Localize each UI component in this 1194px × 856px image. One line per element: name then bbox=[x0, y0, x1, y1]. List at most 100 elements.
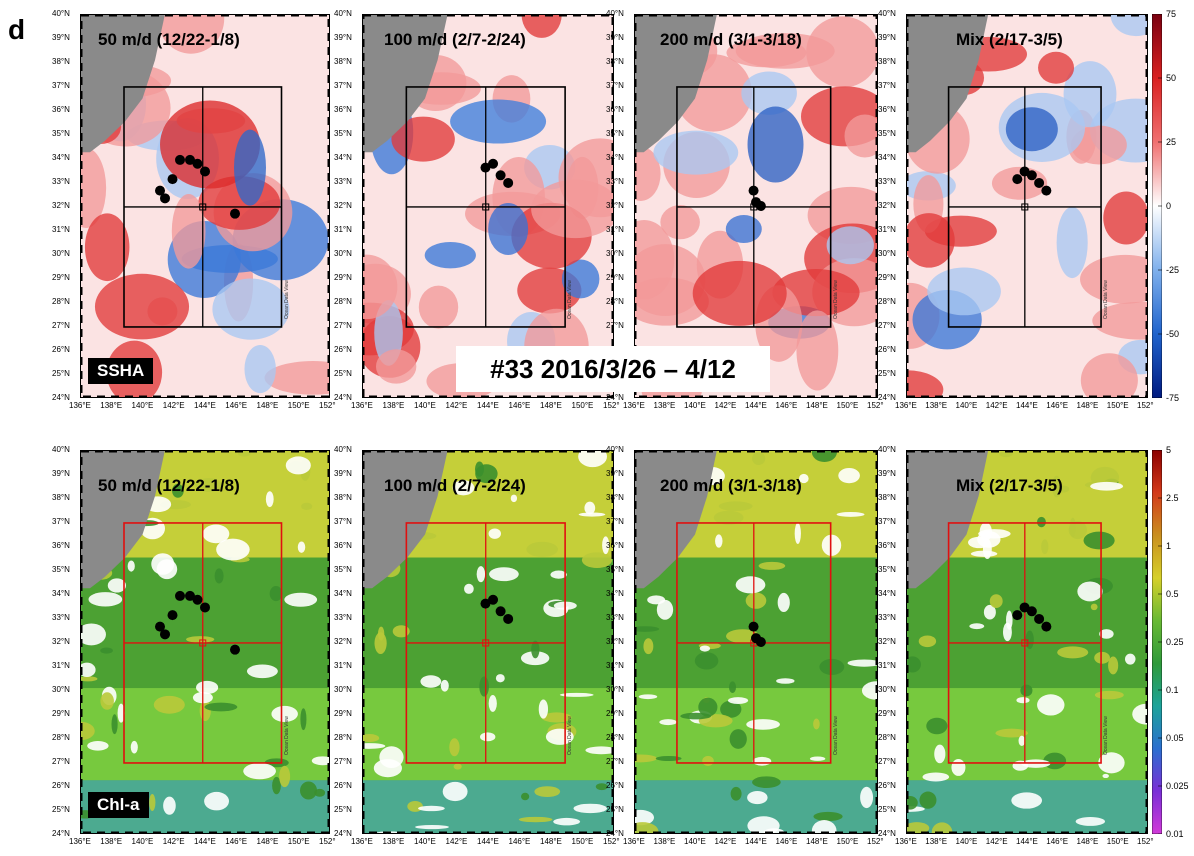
chl-pixel-patch bbox=[794, 522, 801, 545]
latitude-tick-label: 39°N bbox=[606, 33, 624, 42]
chl-pixel-patch bbox=[581, 552, 613, 569]
chl-pixel-patch bbox=[550, 570, 567, 579]
latitude-tick-label: 33°N bbox=[334, 177, 352, 186]
chl-pixel-patch bbox=[449, 738, 460, 757]
chl-pixel-patch bbox=[1108, 656, 1119, 675]
latitude-tick-label: 40°N bbox=[334, 445, 352, 454]
longitude-tick-label: 152° bbox=[603, 837, 620, 846]
latitude-tick-label: 38°N bbox=[52, 493, 70, 502]
japan-landmass bbox=[906, 450, 989, 589]
chl-pixel-patch bbox=[745, 592, 767, 609]
chl-pixel-patch bbox=[836, 511, 865, 517]
latitude-tick-label: 36°N bbox=[52, 541, 70, 550]
longitude-tick-label: 142°E bbox=[985, 401, 1008, 410]
ssha-anomaly-patch bbox=[80, 147, 107, 229]
chl-pixel-patch bbox=[747, 791, 768, 805]
longitude-tick-label: 140°E bbox=[414, 401, 436, 410]
chl-colorbar-tick: 0.25 bbox=[1166, 637, 1184, 647]
chl-pixel-patch bbox=[80, 623, 106, 646]
latitude-tick-label: 29°N bbox=[334, 709, 352, 718]
latitude-tick-label: 28°N bbox=[52, 733, 70, 742]
chl-pixel-patch bbox=[88, 592, 123, 607]
ssha-map-canvas bbox=[80, 14, 330, 398]
chl-pixel-patch bbox=[553, 817, 581, 826]
ssha-anomaly-patch bbox=[1080, 254, 1148, 304]
chl-pixel-patch bbox=[117, 703, 125, 723]
latitude-tick-label: 24°N bbox=[334, 393, 352, 402]
chl-pixel-patch bbox=[634, 754, 658, 763]
chl-pixel-patch bbox=[698, 697, 718, 717]
longitude-tick-label: 136°E bbox=[895, 837, 917, 846]
ssha-colorbar-tick: -75 bbox=[1166, 393, 1180, 403]
longitude-tick-label: 140°E bbox=[131, 401, 154, 410]
latitude-tick-label: 36°N bbox=[878, 541, 896, 550]
chl-pixel-patch bbox=[919, 791, 937, 809]
latitude-tick-label: 31°N bbox=[878, 225, 896, 234]
longitude-tick-label: 138°E bbox=[100, 401, 123, 410]
chl-pixel-patch bbox=[922, 772, 950, 782]
chl-pixel-patch bbox=[518, 816, 553, 823]
ssha-anomaly-patch bbox=[660, 205, 700, 240]
latitude-tick-label: 39°N bbox=[52, 33, 70, 42]
ssha-anomaly-patch bbox=[94, 273, 190, 340]
ocean-data-view-watermark: Ocean Data View bbox=[567, 716, 574, 755]
chl-pixel-patch bbox=[655, 755, 682, 762]
ssha-colorbar-tick: -25 bbox=[1166, 265, 1180, 275]
chl-pixel-patch bbox=[578, 512, 606, 517]
chl-pixel-patch bbox=[531, 640, 540, 659]
longitude-tick-label: 138°E bbox=[925, 401, 948, 410]
ssha-anomaly-patch bbox=[747, 106, 804, 183]
chl-pixel-patch bbox=[204, 702, 238, 712]
ssha-anomaly-patch bbox=[1056, 206, 1088, 279]
latitude-tick-label: 39°N bbox=[878, 33, 896, 42]
chl-pixel-patch bbox=[694, 652, 719, 670]
chl-map-canvas bbox=[906, 450, 1148, 834]
ssha-anomaly-patch bbox=[1092, 301, 1148, 340]
chl-map-canvas bbox=[80, 450, 330, 834]
chl-pixel-patch bbox=[1069, 517, 1076, 538]
latitude-tick-label: 27°N bbox=[606, 321, 624, 330]
ssha-anomaly-patch bbox=[741, 71, 797, 115]
latitude-tick-label: 28°N bbox=[606, 733, 624, 742]
chl-pixel-patch bbox=[728, 681, 737, 693]
longitude-tick-label: 144°E bbox=[194, 837, 216, 846]
latitude-tick-label: 33°N bbox=[52, 613, 70, 622]
ssha-anomaly-patch bbox=[264, 361, 330, 395]
ocean-data-view-watermark: Ocean Data View bbox=[283, 716, 290, 755]
latitude-tick-label: 32°N bbox=[52, 201, 70, 210]
chl-pixel-patch bbox=[746, 719, 780, 730]
chl-pixel-patch bbox=[1077, 581, 1103, 602]
latitude-tick-label: 38°N bbox=[878, 493, 896, 502]
longitude-tick-label: 136°E bbox=[623, 401, 645, 410]
latitude-tick-label: 35°N bbox=[334, 565, 352, 574]
particle-cluster bbox=[503, 613, 514, 624]
latitude-tick-label: 24°N bbox=[52, 829, 70, 838]
chl-pixel-patch bbox=[777, 592, 790, 613]
longitude-tick-label: 150°E bbox=[1106, 837, 1129, 846]
chl-pixel-patch bbox=[392, 625, 410, 638]
ssha-map-4: Ocean Data View bbox=[906, 14, 1148, 398]
longitude-tick-label: 138°E bbox=[653, 401, 676, 410]
latitude-tick-label: 26°N bbox=[878, 781, 896, 790]
particle-cluster bbox=[200, 166, 210, 177]
chl-pixel-patch bbox=[906, 822, 930, 834]
chl-row-label: Chl-a bbox=[88, 792, 149, 818]
chl-pixel-patch bbox=[464, 583, 474, 594]
ocean-data-view-watermark: Ocean Data View bbox=[283, 280, 290, 319]
chl-pixel-patch bbox=[271, 705, 298, 723]
longitude-tick-label: 138°E bbox=[382, 837, 405, 846]
particle-cluster bbox=[488, 158, 499, 169]
chl-colorbar-tick: 0.025 bbox=[1166, 781, 1189, 791]
latitude-tick-label: 33°N bbox=[878, 177, 896, 186]
latitude-tick-label: 24°N bbox=[878, 393, 896, 402]
map-title: 50 m/d (12/22-1/8) bbox=[98, 476, 240, 495]
ssha-anomaly-patch bbox=[634, 146, 661, 201]
chl-pixel-patch bbox=[301, 502, 313, 510]
chl-pixel-patch bbox=[931, 822, 953, 834]
chl-pixel-patch bbox=[202, 524, 230, 544]
chl-pixel-patch bbox=[195, 478, 222, 492]
chl-pixel-patch bbox=[634, 822, 659, 834]
ssha-anomaly-patch bbox=[171, 194, 206, 269]
latitude-tick-label: 34°N bbox=[334, 589, 352, 598]
latitude-tick-label: 35°N bbox=[606, 129, 624, 138]
